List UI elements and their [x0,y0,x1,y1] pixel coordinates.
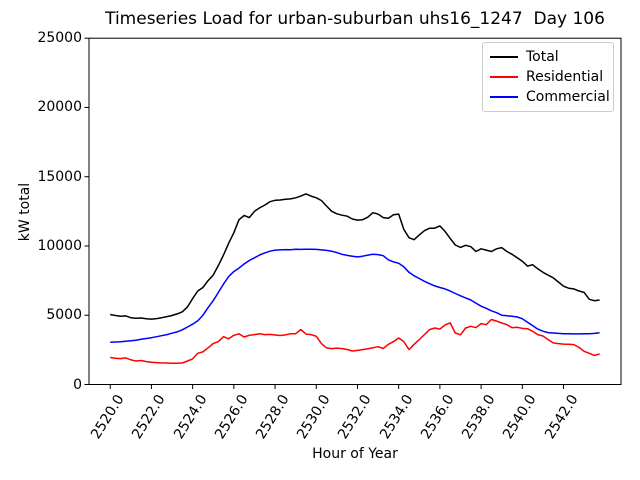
series-line-total [110,193,600,320]
chart-title: Timeseries Load for urban-suburban uhs16… [105,9,605,29]
y-tick-label: 5000 [46,307,82,324]
legend-label-residential: Residential [526,69,604,85]
legend-line-commercial [490,96,518,98]
x-axis-label: Hour of Year [312,446,398,462]
legend-item-residential: Residential [490,67,606,87]
legend-item-total: Total [490,47,606,67]
legend-label-total: Total [526,49,559,65]
y-tick-label: 0 [73,376,82,393]
y-tick-label: 20000 [37,99,82,116]
axes-frame [88,37,622,385]
legend-item-commercial: Commercial [490,87,610,107]
series-line-residential [110,318,600,364]
y-tick-label: 10000 [37,237,82,254]
y-tick-label: 15000 [37,168,82,185]
legend: Total Residential Commercial [482,42,614,112]
series-line-commercial [110,248,600,344]
legend-label-commercial: Commercial [526,89,610,105]
legend-line-residential [490,76,518,78]
y-tick-label: 25000 [37,30,82,47]
legend-line-total [490,56,518,58]
